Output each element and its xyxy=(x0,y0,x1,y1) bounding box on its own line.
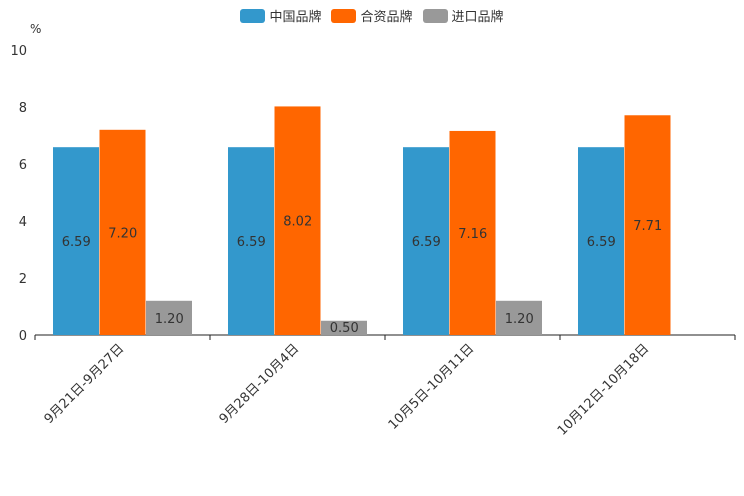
y-tick-label: 6 xyxy=(19,158,27,173)
bar[interactable] xyxy=(578,147,624,335)
bar[interactable] xyxy=(274,106,321,336)
legend-label-china: 中国品牌 xyxy=(269,10,322,25)
bar-data-label: 6.59 xyxy=(587,235,616,250)
bar[interactable] xyxy=(53,147,99,335)
bar[interactable] xyxy=(449,130,496,335)
bar-data-label: 7.20 xyxy=(108,226,137,241)
legend-swatch-china xyxy=(240,8,266,23)
bar-data-label: 8.02 xyxy=(283,215,312,230)
legend-item-china[interactable]: 中国品牌 xyxy=(240,6,321,25)
x-tick-label: 10月12日-10月18日 xyxy=(555,341,652,438)
bar-data-label: 7.71 xyxy=(633,219,662,234)
bar[interactable] xyxy=(228,147,274,335)
x-tick-label: 9月28日-10月4日 xyxy=(217,341,303,427)
bar[interactable] xyxy=(496,300,542,335)
y-tick-label: 10 xyxy=(10,44,27,59)
bar[interactable] xyxy=(403,147,449,335)
y-tick-label: 4 xyxy=(19,215,27,230)
bar[interactable] xyxy=(146,300,192,335)
bar[interactable] xyxy=(624,115,671,335)
bar-data-label: 1.20 xyxy=(505,312,534,327)
legend-label-joint: 合资品牌 xyxy=(360,10,413,25)
bar-data-label: 6.59 xyxy=(412,235,441,250)
bar-data-label: 1.20 xyxy=(155,312,184,327)
y-axis-unit-label: % xyxy=(30,22,41,36)
bar-data-label: 7.16 xyxy=(458,227,487,242)
bar[interactable] xyxy=(99,129,146,335)
y-tick-label: 8 xyxy=(19,101,27,116)
y-tick-label: 2 xyxy=(19,272,27,287)
bar-data-label: 6.59 xyxy=(62,235,91,250)
x-tick-label: 9月21日-9月27日 xyxy=(42,341,128,427)
legend-swatch-joint xyxy=(331,8,357,23)
legend-label-import: 进口品牌 xyxy=(451,10,504,25)
legend: 中国品牌 合资品牌 进口品牌 xyxy=(0,6,744,25)
bar-data-label: 0.50 xyxy=(330,321,359,336)
legend-swatch-import xyxy=(422,8,448,23)
x-tick-label: 10月5日-10月11日 xyxy=(386,341,478,433)
legend-item-import[interactable]: 进口品牌 xyxy=(422,6,504,25)
bar-data-label: 6.59 xyxy=(237,235,266,250)
y-tick-label: 0 xyxy=(19,329,27,344)
bar[interactable] xyxy=(321,320,367,335)
legend-item-joint[interactable]: 合资品牌 xyxy=(331,6,413,25)
